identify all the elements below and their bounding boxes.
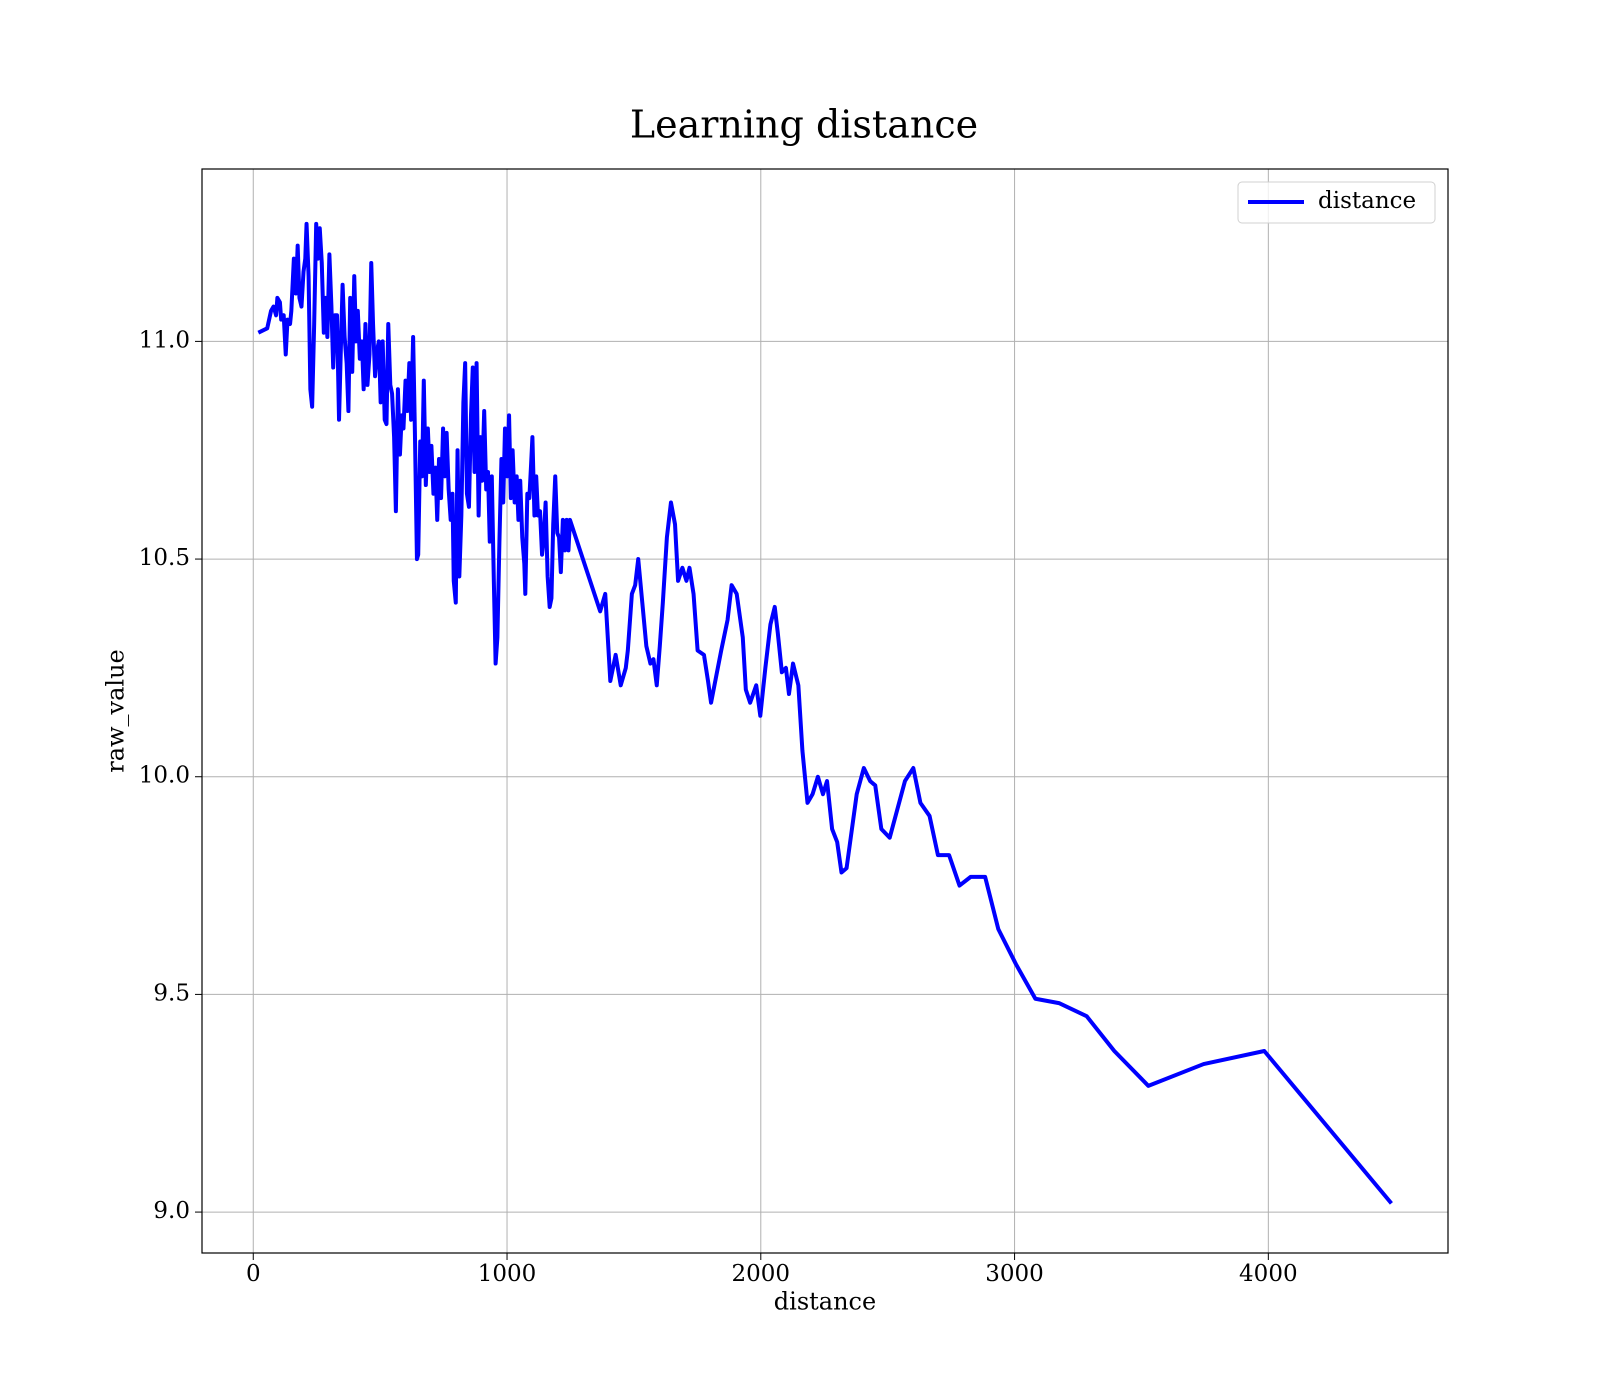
x-axis-label: distance xyxy=(774,1288,876,1316)
data-line xyxy=(257,221,1393,1205)
legend-box xyxy=(1237,181,1436,224)
x-tick-label: 4000 xyxy=(1239,1261,1298,1287)
plot-frame xyxy=(201,168,1449,1254)
x-tick-label: 1000 xyxy=(478,1261,537,1287)
y-tick-label: 11.0 xyxy=(139,327,190,353)
x-tick-label: 3000 xyxy=(985,1261,1044,1287)
y-tick-label: 10.0 xyxy=(139,763,190,789)
y-axis-label: raw_value xyxy=(102,649,130,773)
legend-label: distance xyxy=(1318,188,1416,214)
legend: distance xyxy=(1237,181,1436,224)
y-tick-label: 9.0 xyxy=(153,1198,190,1224)
x-tick-label: 2000 xyxy=(732,1261,791,1287)
y-tick-label: 9.5 xyxy=(153,980,190,1006)
chart-title: Learning distance xyxy=(630,103,978,147)
x-tick-label: 0 xyxy=(246,1261,261,1287)
y-tick-label: 10.5 xyxy=(139,545,190,571)
